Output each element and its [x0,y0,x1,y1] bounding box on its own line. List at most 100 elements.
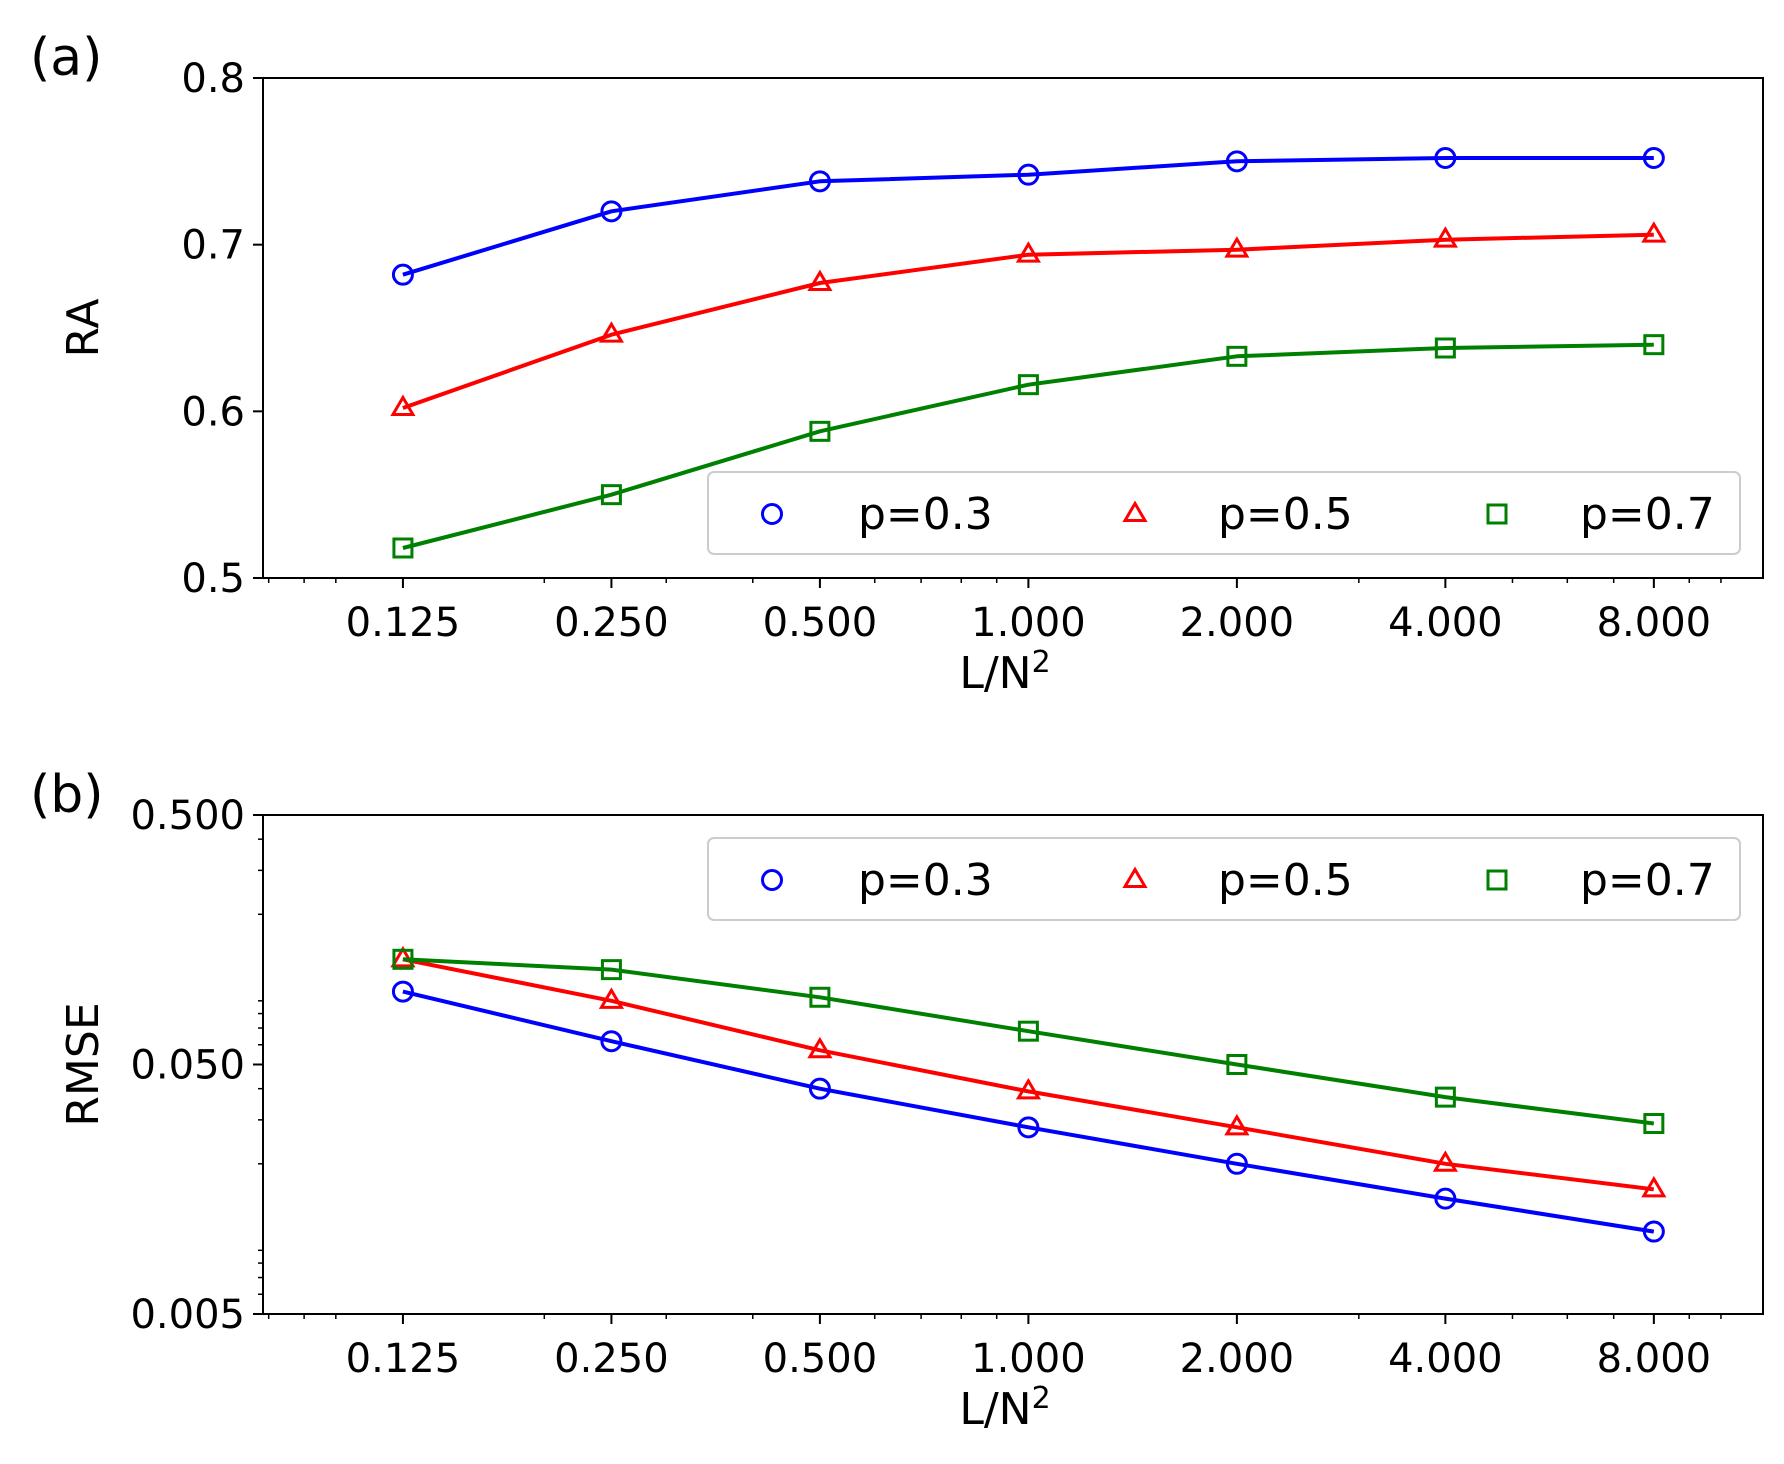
legend-label: p=0.3 [858,855,993,906]
data-point [1017,1020,1039,1042]
series-p=0.5 [390,945,1667,1198]
data-point [1017,1116,1040,1139]
data-point [600,484,622,506]
data-point [1643,334,1665,356]
y-axis-label: RA [58,299,109,358]
data-point [1225,150,1248,173]
legend-label: p=0.5 [1218,489,1353,540]
panel-b: (b) 0.125 0.250 0.500 1.000 2.000 4.000 8.000 0.… [30,765,1764,1435]
data-point [809,420,831,442]
data-point [1434,1086,1456,1108]
data-point [600,200,623,223]
x-tick-label: 1.000 [971,1336,1086,1382]
legend: p=0.3 p=0.5 p=0.7 [707,837,1741,921]
legend-label: p=0.5 [1218,855,1353,906]
series-line [402,957,1655,1126]
x-axis-label: L/N2 [959,645,1050,699]
series-p=0.7 [392,334,1665,559]
legend-box [707,471,1741,555]
data-point [391,263,414,286]
panel-label: (b) [30,765,104,825]
data-point [1226,1054,1248,1075]
series-line [402,342,1654,550]
plot-frame [262,77,1764,579]
legend-marker [761,503,783,525]
data-point [1224,1113,1250,1136]
y-tick-label: 0.5 [181,556,245,602]
x-tick-label: 1.000 [971,600,1086,646]
x-tick-label: 8.000 [1597,600,1712,646]
data-point [1434,147,1457,169]
data-point [392,537,414,559]
data-point [1641,1175,1667,1198]
data-point [390,394,416,417]
panel-a: (a) 0.125 0.250 0.500 1.000 2.000 4.000 8.000 0.… [30,28,1764,699]
legend-marker [1122,866,1148,889]
data-point [598,321,625,343]
y-tick-label: 0.8 [181,56,245,102]
data-point [1015,241,1041,263]
series-p=0.3 [391,147,1665,286]
y-tick-label: 0.6 [181,389,245,435]
data-point [1432,1150,1458,1172]
data-point [600,1030,623,1053]
x-tick-label: 0.250 [554,600,669,646]
data-point [808,170,831,193]
series-line [402,232,1654,410]
data-point [1641,221,1667,243]
y-tick-label: 0.005 [130,1292,245,1338]
x-tick-label: 0.125 [346,600,461,646]
series-p=0.7 [392,948,1665,1135]
data-point [390,945,416,968]
data-point [600,959,622,981]
series-line [402,156,1654,277]
data-point [1017,374,1039,396]
data-point [391,980,414,1003]
legend-marker [1486,869,1508,891]
x-tick-label: 4.000 [1388,600,1503,646]
legend-marker [1122,500,1148,523]
series-p=0.3 [391,980,1665,1243]
data-point [1015,1077,1041,1100]
y-tick-label: 0.7 [181,223,245,269]
series-line [402,957,1655,1192]
x-tick-label: 0.125 [346,1336,461,1382]
data-point [808,1077,831,1100]
legend-marker [1486,503,1508,525]
legend-box [707,837,1741,921]
plot-frame [262,814,1764,1315]
x-tick-label: 2.000 [1180,600,1295,646]
legend: p=0.3 p=0.5 p=0.7 [707,471,1741,555]
x-tick-label: 4.000 [1388,1336,1503,1382]
legend-label: p=0.7 [1580,489,1715,540]
data-point [1224,236,1250,258]
data-point [392,948,414,970]
data-point [1432,226,1458,248]
data-point [1434,337,1456,359]
legend-marker [761,869,783,891]
x-tick-label: 0.250 [554,1336,669,1382]
data-point [807,1036,833,1059]
y-tick-label: 0.050 [130,1043,245,1089]
x-tick-label: 8.000 [1597,1336,1712,1382]
data-point [1643,1113,1665,1135]
data-point [1434,1187,1457,1210]
x-tick-label: 0.500 [763,1336,878,1382]
data-point [1642,147,1665,169]
series-p=0.5 [390,221,1667,417]
data-point [1017,163,1040,186]
legend-label: p=0.3 [858,489,993,540]
legend-label: p=0.7 [1580,855,1715,906]
data-point [809,986,831,1008]
data-point [1225,1152,1248,1175]
x-tick-label: 2.000 [1180,1336,1295,1382]
data-point [807,269,833,292]
data-point [598,987,625,1009]
series-line [402,989,1655,1234]
y-tick-label: 0.500 [130,793,245,839]
x-tick-label: 0.500 [763,600,878,646]
data-point [1226,345,1248,367]
x-axis-label: L/N2 [959,1381,1050,1435]
data-point [1642,1220,1665,1243]
